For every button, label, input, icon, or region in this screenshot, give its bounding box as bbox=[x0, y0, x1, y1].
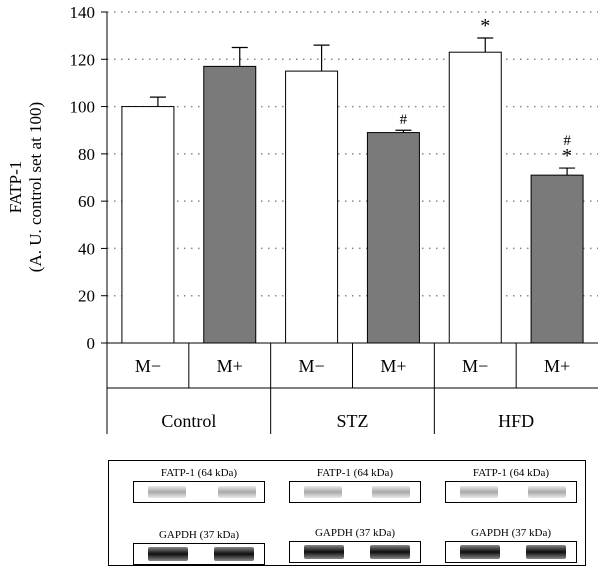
bar bbox=[448, 51, 502, 344]
blot-bottom-label: GAPDH (37 kDa) bbox=[314, 527, 396, 539]
band bbox=[304, 545, 344, 559]
gapdh-blot bbox=[445, 541, 577, 563]
significance-marker: * bbox=[562, 145, 572, 167]
bar-chart: 0 20 40 60 80 100 120 140 Control M− M+ STZ M− M+ # HFD… bbox=[6, 3, 598, 434]
significance-marker: # bbox=[563, 133, 571, 149]
y-tick-label: 100 bbox=[70, 98, 96, 117]
band bbox=[304, 486, 342, 498]
bar bbox=[203, 65, 257, 344]
band bbox=[526, 545, 566, 559]
band bbox=[460, 486, 498, 498]
significance-marker: # bbox=[400, 112, 408, 128]
blot-bottom-label: GAPDH (37 kDa) bbox=[470, 527, 552, 539]
band bbox=[460, 545, 500, 559]
group-label: HFD bbox=[498, 411, 534, 431]
blot-bottom-label: GAPDH (37 kDa) bbox=[158, 529, 240, 541]
bar-label: M− bbox=[299, 356, 325, 376]
bar bbox=[530, 174, 584, 344]
band bbox=[372, 486, 410, 498]
gapdh-blot bbox=[133, 543, 265, 565]
group-label: Control bbox=[161, 411, 216, 431]
bar bbox=[366, 132, 420, 344]
band bbox=[148, 547, 188, 561]
bar bbox=[121, 106, 175, 344]
blot-top-label: FATP-1 (64 kDa) bbox=[316, 467, 394, 479]
significance-marker: * bbox=[480, 15, 490, 37]
y-axis-label-line2: (A. U. control set at 100) bbox=[26, 102, 45, 272]
bar-label: M− bbox=[135, 356, 161, 376]
fatp1-blot bbox=[133, 481, 265, 503]
labels: 0 20 40 60 80 100 120 140 Control M− M+ STZ M− M+ # HFD… bbox=[70, 3, 573, 431]
bar bbox=[285, 70, 339, 344]
band bbox=[218, 486, 256, 498]
bar-label: M+ bbox=[380, 356, 406, 376]
band bbox=[214, 547, 254, 561]
band bbox=[370, 545, 410, 559]
gapdh-blot bbox=[289, 541, 421, 563]
y-tick-label: 20 bbox=[78, 287, 95, 306]
y-tick-label: 120 bbox=[70, 50, 96, 69]
y-tick-label: 60 bbox=[78, 192, 95, 211]
y-axis-label-line1: FATP-1 bbox=[6, 161, 25, 214]
bar-label: M− bbox=[462, 356, 488, 376]
bar-label: M+ bbox=[544, 356, 570, 376]
band bbox=[528, 486, 566, 498]
y-tick-label: 80 bbox=[78, 145, 95, 164]
blot-top-label: FATP-1 (64 kDa) bbox=[160, 467, 238, 479]
group-label: STZ bbox=[336, 411, 368, 431]
fatp1-blot bbox=[289, 481, 421, 503]
band bbox=[148, 486, 186, 498]
blot-top-label: FATP-1 (64 kDa) bbox=[472, 467, 550, 479]
fatp1-blot bbox=[445, 481, 577, 503]
y-tick-label: 0 bbox=[87, 334, 96, 353]
western-blot-panel: FATP-1 (64 kDa) GAPDH (37 kDa) FATP-1 (6… bbox=[108, 460, 586, 566]
bars bbox=[121, 37, 584, 344]
axes bbox=[101, 11, 598, 434]
grid-lines bbox=[107, 11, 598, 297]
y-tick-label: 140 bbox=[70, 3, 96, 22]
bar-label: M+ bbox=[217, 356, 243, 376]
y-tick-label: 40 bbox=[78, 239, 95, 258]
